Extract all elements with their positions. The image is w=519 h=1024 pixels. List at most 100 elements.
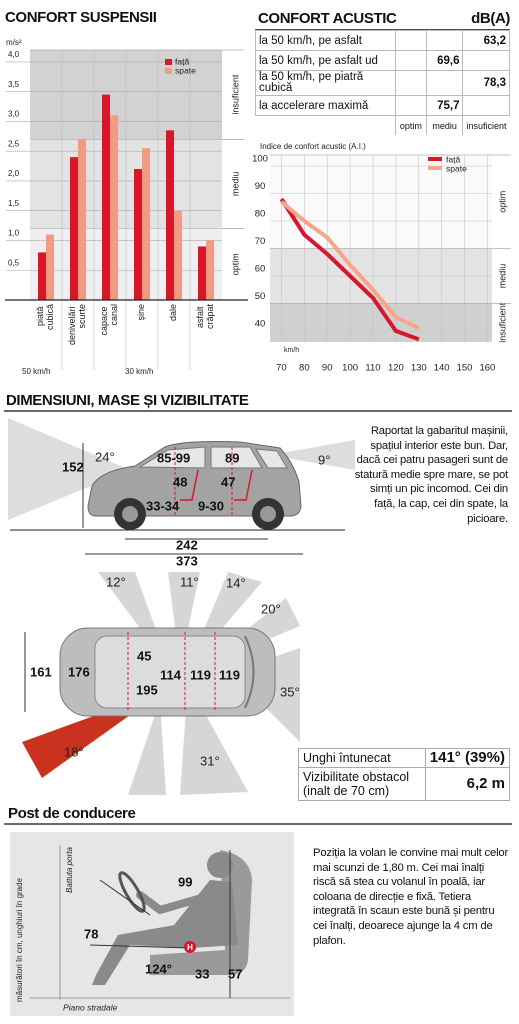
table-row: la accelerare maximă 75,7 [255,95,510,116]
bar [198,246,206,300]
y-axis-label: m/s² [6,38,22,47]
x-tick-label: 130 [411,363,427,374]
label-line: scurte [77,304,87,329]
dimension-label: 373 [176,553,198,568]
chart: optim mediu insuficient 0,5 1,0 1,5 2,0 2,5 3,0 3… [5,49,248,370]
y-tick-label: 80 [255,209,266,220]
windshield [244,635,255,709]
h-point [184,941,196,953]
zone-label: optim [230,253,240,275]
angle-label: 24° [95,449,115,464]
top-labels: 12° 11° 14° 20° 161 176 45 114 119 119 1… [30,574,300,768]
sight-wedge [8,418,130,520]
dimension-label: 99 [178,874,192,889]
dimension-label: 48 [173,474,187,489]
measure-line [99,879,151,916]
dimension-label: 114 [160,667,182,682]
dimension-label: 89 [225,450,239,465]
section-title: DIMENSIUNI, MASE ȘI VIZIBILITATE [6,392,249,409]
table-title: CONFORT ACUSTIC [258,10,397,27]
label-line: șine [136,304,146,321]
y-tick-label: 50 [255,291,266,302]
visibility-table: Unghi întunecat 141° (39%) Vizibilitate o… [298,748,511,801]
line-series [279,197,420,342]
row-label: la 50 km/h, pe asfalt ud [255,50,396,71]
x-tick-label: capace canal [99,304,119,336]
bar [142,148,150,300]
column-label: mediu [425,115,463,135]
dimension-label: 47 [221,474,235,489]
x-tick-label: 120 [388,363,404,374]
dimension-label: 57 [228,966,242,981]
x-tick-label: 160 [479,363,495,374]
column-label: optim [394,115,427,135]
legend-swatch [165,68,172,74]
group-label: 30 km/h [125,367,153,376]
bar [110,115,118,300]
x-tick-label: 110 [365,363,380,374]
bar [166,130,174,300]
legend-label: față [175,56,189,66]
driver-arm [136,891,216,915]
angle-label: 9° [318,452,330,467]
blind-wedge [128,700,166,795]
driver-head [207,852,233,878]
zone-label: mediu [497,264,507,289]
section-title: Post de conducere [8,805,135,822]
cell-value: 75,7 [425,95,464,116]
label-line: crăpat [205,304,215,330]
x-tick-label: 150 [457,363,473,374]
label-line: capace [99,304,109,336]
bar [206,240,214,300]
y-tick-label: 3,0 [8,110,20,119]
y-tick-label: 2,5 [8,139,20,148]
legend-label: față [446,154,460,164]
bar [46,234,54,300]
cell [394,50,427,71]
paragraph: Raportat la gabaritul mașinii, spațiul i… [354,425,508,525]
bar [174,210,182,300]
dimension-label: 85-99 [157,450,190,465]
sight-wedge [270,440,355,470]
y-tick-label: 2,0 [8,169,20,178]
cell [425,30,464,51]
driver-leg [92,925,190,985]
x-tick-label: 100 [342,363,358,374]
table-row: la 50 km/h, pe piatră cubică 78,3 [255,70,510,96]
legend-label: spate [446,163,467,173]
table-row: Unghi întunecat 141° (39%) [298,748,511,768]
road-label: Piano stradale [63,1002,118,1012]
cell-value: 63,2 [462,30,510,51]
dimension-label: 152 [62,459,84,474]
cell-value: 6,2 m [424,767,511,801]
label-line: denivelări [67,304,77,345]
legend-label: spate [175,65,196,75]
dimension-label: 119 [219,667,240,682]
dimension-label: 9-30 [198,498,224,513]
bar [78,139,86,300]
dimension-label: 45 [137,648,151,663]
dimension-label: 195 [136,682,158,697]
table-unit: dB(A) [471,10,510,27]
side-labels: 152 24° 85-99 89 9° 48 47 33-34 9-30 242… [62,449,330,568]
column-label: insuficient [462,115,510,135]
cell [462,95,510,116]
bar [134,169,142,300]
x-tick-label: 140 [434,363,450,374]
paragraph: Poziția la volan le convine mai mult cel… [313,847,509,947]
label-line: asfalt [195,304,205,328]
y-tick-label: 40 [255,319,266,330]
x-tick-label: 90 [322,363,333,374]
door-label: Battuta porta [65,847,74,893]
x-tick-label: 80 [299,363,310,374]
zone-label: optim [497,191,507,213]
y-tick-label: 0,5 [8,258,20,267]
x-tick-label: denivelări scurte [67,304,87,345]
y-tick-label: 100 [252,154,268,165]
chart-title: CONFORT SUSPENSII [5,9,157,26]
table-row: la 50 km/h, pe asfalt 63,2 [255,30,510,51]
cell [394,70,427,96]
x-tick-label: șine [136,304,146,321]
legend-swatch [165,59,172,65]
